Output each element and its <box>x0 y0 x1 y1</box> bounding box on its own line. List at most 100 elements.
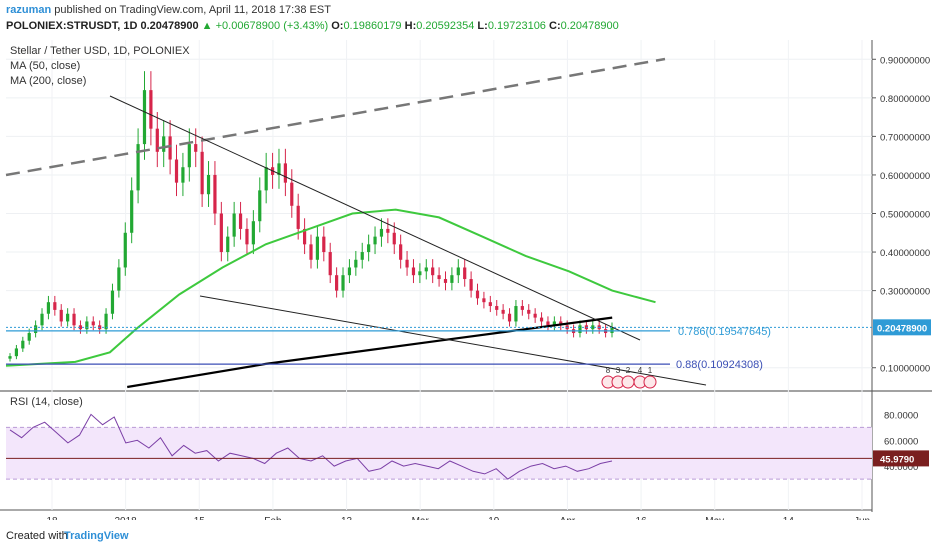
candle-body <box>213 174 217 214</box>
candle-body <box>437 275 441 280</box>
candle-body <box>347 267 352 276</box>
candle-body <box>245 228 249 245</box>
last-price: 0.20478900 <box>140 20 199 32</box>
price-change: ▲ +0.00678900 (+3.43%) <box>201 20 329 32</box>
candle-body <box>219 213 223 253</box>
rsi-tick-label: 40.0000 <box>884 462 918 473</box>
time-tick-label: 19 <box>488 516 500 520</box>
candle-body <box>507 313 512 322</box>
publish-info: razuman published on TradingView.com, Ap… <box>6 4 331 16</box>
candle-body <box>14 348 19 357</box>
candle-body <box>591 325 595 330</box>
candle-body <box>379 228 384 237</box>
candle-body <box>194 144 198 152</box>
event-marker <box>621 375 635 389</box>
candle-body <box>155 128 159 152</box>
published-text: published on TradingView.com, April 11, … <box>51 4 331 16</box>
candle-body <box>91 321 95 326</box>
high-label: H: <box>404 20 417 32</box>
dashed-trendline <box>5 57 666 177</box>
time-tick-label: 15 <box>194 516 206 520</box>
candle-body <box>200 151 204 195</box>
rsi-line <box>9 413 613 480</box>
candle-body <box>405 259 409 268</box>
time-tick-label: 18 <box>46 516 58 520</box>
candle-body <box>527 309 531 314</box>
candle-body <box>392 232 396 245</box>
candle-body <box>283 163 287 183</box>
price-tick-label: 0.40000000 <box>880 248 930 259</box>
legend-ma200[interactable]: MA (200, close) <box>10 75 87 87</box>
candle-body <box>232 213 236 237</box>
candle-body <box>578 325 582 334</box>
price-tick-label: 0.30000000 <box>880 287 930 298</box>
candle-body <box>514 306 518 322</box>
time-tick-label: 14 <box>783 516 795 520</box>
candle-body <box>181 167 185 183</box>
candle-body <box>475 290 480 299</box>
chart-header: razuman published on TradingView.com, Ap… <box>0 0 932 40</box>
candle-body <box>546 321 550 326</box>
created-with-text: Created with <box>6 530 68 542</box>
candle-body <box>59 309 63 322</box>
candle-body <box>251 221 255 245</box>
candle-body <box>296 205 300 229</box>
candle-body <box>354 259 358 268</box>
candle-body <box>226 236 230 253</box>
candle-body <box>495 306 499 310</box>
candle-body <box>456 267 460 276</box>
candle-body <box>149 90 153 129</box>
fib-level-label: 0.786(0.19547645) <box>678 326 771 338</box>
candle-body <box>335 275 339 291</box>
candle-body <box>110 290 115 314</box>
author-link[interactable]: razuman <box>6 4 52 16</box>
candle-body <box>104 313 108 330</box>
legend-title: Stellar / Tether USD, 1D, POLONIEX <box>10 45 190 57</box>
candle-body <box>66 313 70 322</box>
upper-wedge-line <box>109 95 641 341</box>
footer: Created with TradingView <box>0 522 932 550</box>
low-label: L: <box>477 20 488 32</box>
candle-body <box>142 90 147 145</box>
time-tick-label: 2018 <box>115 516 138 520</box>
rsi-label[interactable]: RSI (14, close) <box>10 396 83 408</box>
open-value: 0.19860179 <box>343 20 402 32</box>
price-tick-label: 0.70000000 <box>880 132 930 143</box>
close-value: 0.20478900 <box>560 20 619 32</box>
candle-body <box>399 244 403 260</box>
price-tick-label: 0.60000000 <box>880 171 930 182</box>
candle-body <box>411 267 416 276</box>
legend-ma50[interactable]: MA (50, close) <box>10 60 81 72</box>
candle-body <box>53 302 57 310</box>
time-tick-label: May <box>705 516 724 520</box>
price-tick-label: 0.80000000 <box>880 94 930 105</box>
current-price-tag <box>873 319 931 336</box>
candle-body <box>162 136 166 152</box>
candle-body <box>27 333 31 341</box>
close-label: C: <box>549 20 561 32</box>
candle-body <box>469 279 473 291</box>
ma50-line <box>5 208 656 367</box>
candle-body <box>130 190 134 233</box>
candle-body <box>443 279 448 283</box>
price-chart[interactable]: 0.90000000 0.80000000 0.70000000 0.60000000… <box>0 40 932 520</box>
event-marker-label: 8 <box>606 366 611 375</box>
candle-body <box>539 317 544 322</box>
candle-body <box>341 275 345 291</box>
candle-body <box>309 244 313 260</box>
candle-body <box>206 174 211 195</box>
tradingview-logo[interactable]: TradingView <box>64 530 129 542</box>
candle-body <box>328 252 332 276</box>
candle-body <box>187 144 191 168</box>
ohlc-bar: POLONIEX:STRUSDT, 1D 0.20478900 ▲ +0.006… <box>6 20 619 32</box>
candle-body <box>488 302 492 307</box>
candle-body <box>424 267 428 272</box>
time-tick-label: Jun <box>854 516 870 520</box>
candle-body <box>46 302 51 314</box>
event-marker-label: 3 <box>616 366 621 375</box>
price-tick-label: 0.50000000 <box>880 210 930 221</box>
candle-body <box>72 313 76 326</box>
time-tick-label: Feb <box>264 516 282 520</box>
lower-wedge-line <box>199 295 707 386</box>
candle-body <box>34 325 38 334</box>
